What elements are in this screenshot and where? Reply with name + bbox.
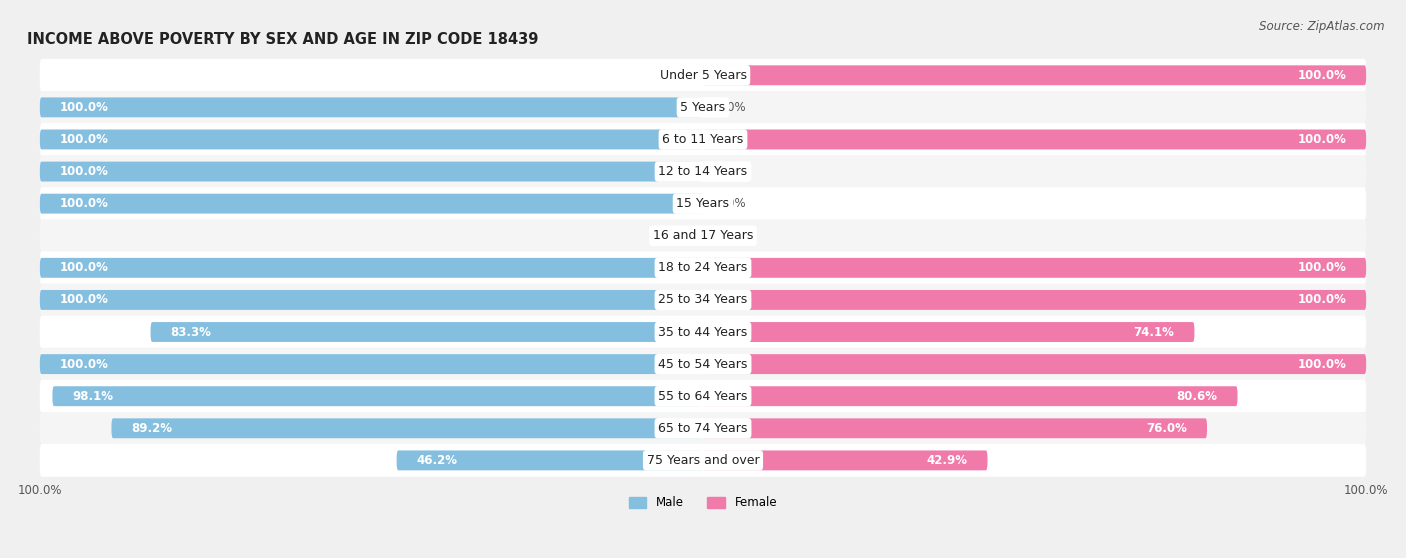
Text: 12 to 14 Years: 12 to 14 Years bbox=[658, 165, 748, 178]
Text: 89.2%: 89.2% bbox=[131, 422, 173, 435]
Text: 100.0%: 100.0% bbox=[1298, 358, 1347, 371]
FancyBboxPatch shape bbox=[396, 450, 703, 470]
FancyBboxPatch shape bbox=[39, 283, 1367, 316]
Text: 100.0%: 100.0% bbox=[1298, 133, 1347, 146]
FancyBboxPatch shape bbox=[39, 348, 1367, 381]
FancyBboxPatch shape bbox=[39, 91, 1367, 124]
Text: 100.0%: 100.0% bbox=[59, 101, 108, 114]
FancyBboxPatch shape bbox=[39, 194, 703, 214]
Text: Under 5 Years: Under 5 Years bbox=[659, 69, 747, 82]
FancyBboxPatch shape bbox=[703, 354, 1367, 374]
Text: 6 to 11 Years: 6 to 11 Years bbox=[662, 133, 744, 146]
Text: 80.6%: 80.6% bbox=[1177, 389, 1218, 403]
FancyBboxPatch shape bbox=[39, 380, 1367, 412]
FancyBboxPatch shape bbox=[39, 258, 703, 278]
FancyBboxPatch shape bbox=[39, 98, 703, 117]
Text: 100.0%: 100.0% bbox=[59, 261, 108, 275]
FancyBboxPatch shape bbox=[39, 354, 703, 374]
Text: 100.0%: 100.0% bbox=[59, 294, 108, 306]
FancyBboxPatch shape bbox=[39, 59, 1367, 92]
Text: 65 to 74 Years: 65 to 74 Years bbox=[658, 422, 748, 435]
Text: 16 and 17 Years: 16 and 17 Years bbox=[652, 229, 754, 242]
Text: 46.2%: 46.2% bbox=[416, 454, 457, 467]
FancyBboxPatch shape bbox=[39, 316, 1367, 348]
Text: 74.1%: 74.1% bbox=[1133, 325, 1174, 339]
FancyBboxPatch shape bbox=[39, 129, 703, 150]
Text: 55 to 64 Years: 55 to 64 Years bbox=[658, 389, 748, 403]
Text: 5 Years: 5 Years bbox=[681, 101, 725, 114]
FancyBboxPatch shape bbox=[39, 290, 703, 310]
Text: 100.0%: 100.0% bbox=[1298, 294, 1347, 306]
FancyBboxPatch shape bbox=[39, 162, 703, 181]
Text: 100.0%: 100.0% bbox=[59, 358, 108, 371]
FancyBboxPatch shape bbox=[111, 418, 703, 438]
Text: 100.0%: 100.0% bbox=[59, 197, 108, 210]
Text: 0.0%: 0.0% bbox=[659, 229, 690, 242]
FancyBboxPatch shape bbox=[703, 322, 1195, 342]
FancyBboxPatch shape bbox=[39, 252, 1367, 284]
Text: 42.9%: 42.9% bbox=[927, 454, 967, 467]
Text: 45 to 54 Years: 45 to 54 Years bbox=[658, 358, 748, 371]
Text: 100.0%: 100.0% bbox=[59, 165, 108, 178]
Text: 100.0%: 100.0% bbox=[1298, 261, 1347, 275]
Text: Source: ZipAtlas.com: Source: ZipAtlas.com bbox=[1260, 20, 1385, 32]
FancyBboxPatch shape bbox=[39, 187, 1367, 220]
FancyBboxPatch shape bbox=[703, 290, 1367, 310]
FancyBboxPatch shape bbox=[703, 258, 1367, 278]
Text: 0.0%: 0.0% bbox=[716, 197, 747, 210]
Text: 76.0%: 76.0% bbox=[1146, 422, 1187, 435]
FancyBboxPatch shape bbox=[703, 129, 1367, 150]
Text: 0.0%: 0.0% bbox=[716, 165, 747, 178]
Text: 0.0%: 0.0% bbox=[716, 229, 747, 242]
FancyBboxPatch shape bbox=[703, 65, 1367, 85]
FancyBboxPatch shape bbox=[703, 418, 1206, 438]
Legend: Male, Female: Male, Female bbox=[624, 492, 782, 514]
FancyBboxPatch shape bbox=[39, 219, 1367, 252]
Text: 0.0%: 0.0% bbox=[659, 69, 690, 82]
Text: 18 to 24 Years: 18 to 24 Years bbox=[658, 261, 748, 275]
Text: 75 Years and over: 75 Years and over bbox=[647, 454, 759, 467]
Text: 35 to 44 Years: 35 to 44 Years bbox=[658, 325, 748, 339]
FancyBboxPatch shape bbox=[39, 123, 1367, 156]
Text: 83.3%: 83.3% bbox=[170, 325, 211, 339]
FancyBboxPatch shape bbox=[39, 444, 1367, 477]
Text: INCOME ABOVE POVERTY BY SEX AND AGE IN ZIP CODE 18439: INCOME ABOVE POVERTY BY SEX AND AGE IN Z… bbox=[27, 32, 538, 47]
FancyBboxPatch shape bbox=[703, 450, 987, 470]
FancyBboxPatch shape bbox=[150, 322, 703, 342]
FancyBboxPatch shape bbox=[39, 412, 1367, 445]
Text: 100.0%: 100.0% bbox=[59, 133, 108, 146]
FancyBboxPatch shape bbox=[52, 386, 703, 406]
Text: 98.1%: 98.1% bbox=[72, 389, 114, 403]
FancyBboxPatch shape bbox=[39, 155, 1367, 188]
Text: 25 to 34 Years: 25 to 34 Years bbox=[658, 294, 748, 306]
Text: 0.0%: 0.0% bbox=[716, 101, 747, 114]
FancyBboxPatch shape bbox=[703, 386, 1237, 406]
Text: 100.0%: 100.0% bbox=[1298, 69, 1347, 82]
Text: 15 Years: 15 Years bbox=[676, 197, 730, 210]
